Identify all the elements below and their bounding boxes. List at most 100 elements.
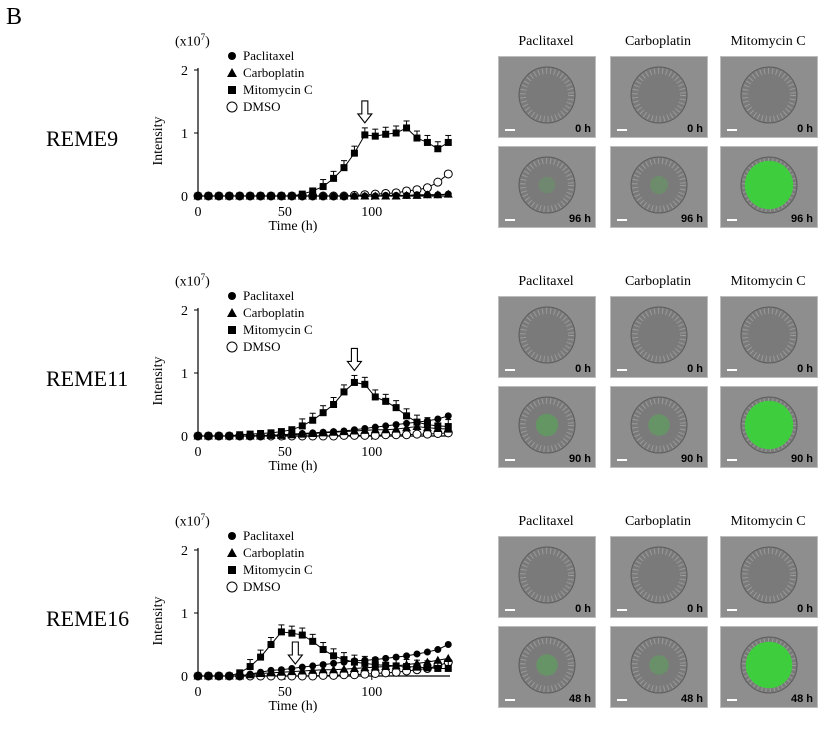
data-point	[360, 663, 370, 672]
time-label: 90 h	[568, 453, 591, 465]
data-point	[361, 192, 369, 200]
data-point	[371, 661, 379, 669]
legend-marker	[228, 532, 236, 540]
spheroid-texture	[520, 548, 574, 602]
legend-marker	[227, 548, 237, 557]
data-point	[371, 192, 379, 200]
micrograph: 0 h	[610, 296, 708, 378]
y-tick-label: 1	[181, 367, 188, 382]
fluorescence-signal	[538, 176, 556, 194]
image-column-label: Carboplatin	[624, 274, 692, 289]
image-column-label: Carboplatin	[624, 514, 692, 529]
data-point	[288, 192, 296, 200]
data-point	[267, 192, 275, 200]
data-point	[361, 659, 369, 667]
scale-bar	[505, 609, 515, 611]
data-point	[246, 192, 254, 200]
data-point	[319, 428, 327, 436]
fluorescence-signal	[745, 641, 793, 689]
legend-marker	[228, 52, 236, 60]
data-point	[350, 426, 358, 434]
data-point	[349, 663, 359, 672]
legend-label: Paclitaxel	[243, 528, 295, 543]
fluorescence-signal	[535, 413, 559, 437]
multiplier-text: (x10	[175, 514, 201, 530]
data-point	[340, 192, 348, 200]
spheroid	[518, 396, 576, 454]
time-label: 0 h	[687, 603, 703, 615]
time-label: 96 h	[790, 213, 813, 225]
data-point	[298, 422, 306, 430]
data-point	[382, 397, 390, 405]
data-point	[319, 409, 327, 417]
data-point	[340, 656, 348, 664]
data-point	[194, 672, 202, 680]
data-point	[339, 664, 349, 673]
scale-bar	[617, 219, 627, 221]
scale-bar	[505, 219, 515, 221]
spheroid-image	[630, 156, 688, 214]
legend-label: Carboplatin	[243, 305, 305, 320]
legend-label: Mitomycin C	[243, 562, 313, 577]
legend-label: DMSO	[243, 99, 281, 114]
y-axis-label: Intensity	[151, 357, 166, 406]
data-point	[350, 192, 358, 200]
multiplier-close: )	[205, 514, 210, 530]
data-point	[402, 430, 412, 440]
data-point	[340, 164, 348, 172]
time-label: 0 h	[687, 123, 703, 135]
data-point	[423, 664, 431, 672]
down-arrow-icon	[346, 347, 363, 372]
data-point	[361, 424, 369, 432]
data-point	[371, 132, 379, 140]
spheroid-texture	[632, 308, 686, 362]
micrograph: 48 h	[720, 626, 818, 708]
data-point	[267, 429, 275, 437]
data-point	[340, 388, 348, 396]
time-label: 0 h	[575, 123, 591, 135]
y-axis-label: Intensity	[151, 597, 166, 646]
y-tick-label: 2	[181, 64, 188, 79]
micrograph: 0 h	[720, 56, 818, 138]
spheroid	[630, 306, 688, 364]
data-point	[350, 149, 358, 157]
legend-marker	[228, 566, 236, 574]
scale-bar	[727, 219, 737, 221]
spheroid	[518, 636, 576, 694]
spheroid	[630, 546, 688, 604]
spheroid-image	[740, 306, 798, 364]
data-point	[246, 430, 254, 438]
data-point	[443, 653, 453, 662]
data-point	[371, 423, 379, 431]
data-point	[246, 670, 254, 678]
scale-bar	[505, 699, 515, 701]
time-label: 48 h	[680, 693, 703, 705]
data-point	[330, 192, 338, 200]
row-label: REME9	[46, 126, 119, 151]
intensity-chart: 0 1 2 0 50 100 Time (h) Intensity Paclitaxel Carb…	[151, 48, 453, 234]
spheroid-image	[630, 306, 688, 364]
data-point	[309, 637, 317, 645]
data-point	[319, 646, 327, 654]
data-point	[308, 665, 318, 674]
spheroid-texture	[520, 398, 574, 452]
legend-label: Carboplatin	[243, 545, 305, 560]
image-column-label: Carboplatin	[624, 34, 692, 49]
scale-bar	[727, 699, 737, 701]
legend-label: Mitomycin C	[243, 82, 313, 97]
data-point	[298, 190, 306, 198]
spheroid-texture	[742, 308, 796, 362]
image-column-label: Paclitaxel	[518, 274, 574, 289]
data-point	[194, 432, 202, 440]
spheroid	[518, 306, 576, 364]
time-label: 0 h	[797, 603, 813, 615]
legend-label: Paclitaxel	[243, 48, 295, 63]
spheroid-image	[518, 66, 576, 124]
micrograph: 0 h	[610, 536, 708, 618]
data-point	[309, 662, 317, 670]
data-point	[215, 192, 223, 200]
data-point	[236, 669, 244, 677]
data-point	[371, 393, 379, 401]
data-point	[403, 124, 411, 132]
